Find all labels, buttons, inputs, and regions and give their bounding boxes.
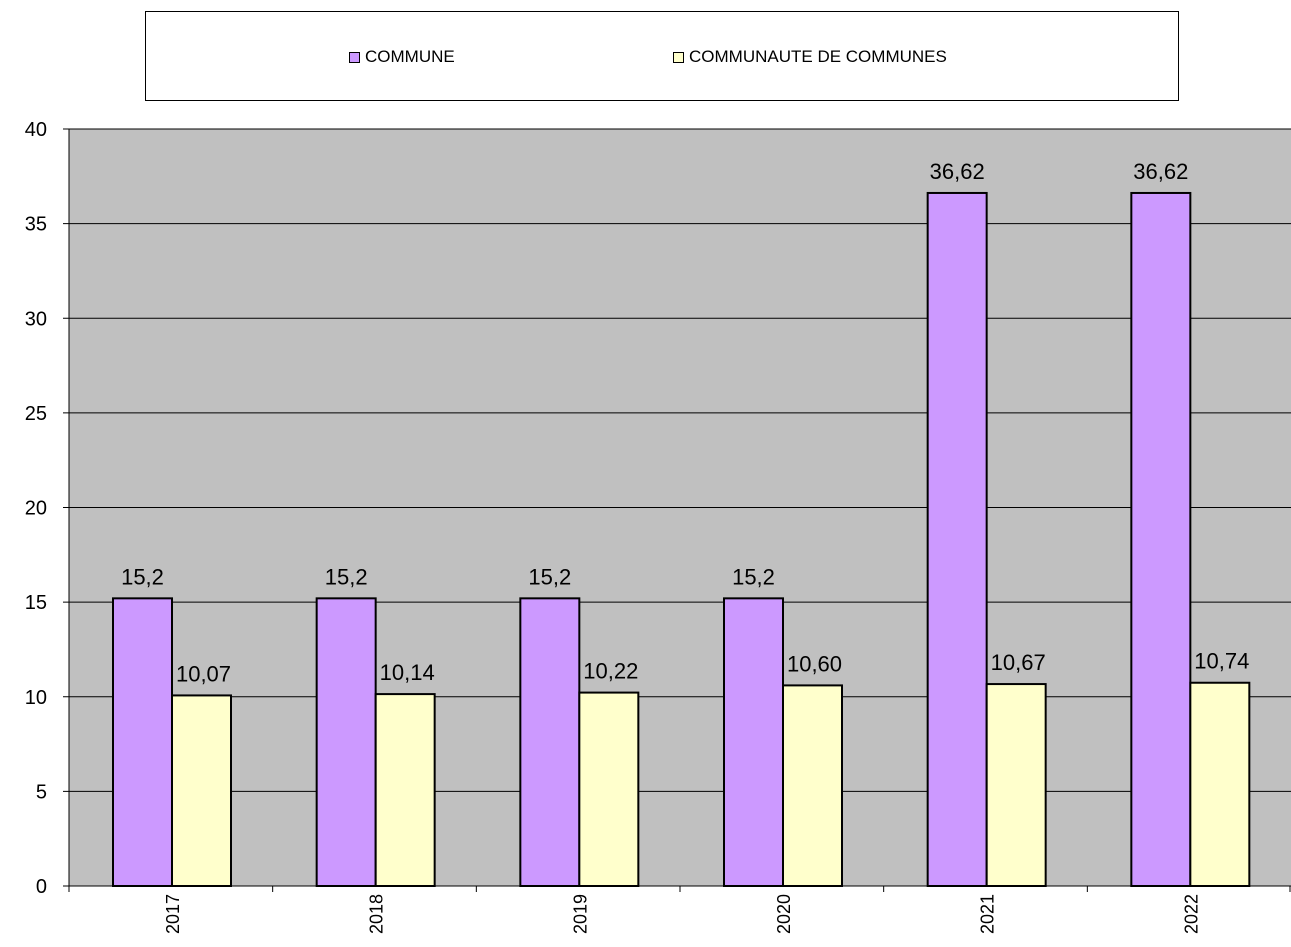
y-tick-label: 5 [36, 781, 47, 803]
legend-label-commune: COMMUNE [365, 47, 455, 66]
legend-swatch-commune [349, 51, 360, 63]
bar-commune-2022 [1130, 191, 1192, 888]
y-tick-label: 0 [36, 876, 47, 898]
bar-communaute-2020 [782, 684, 843, 888]
bar-communaute-2018 [374, 693, 436, 888]
y-tick-label: 30 [25, 308, 47, 330]
x-tick-label-2017: 2017 [163, 894, 183, 934]
data-label: 36,62 [1133, 159, 1188, 184]
data-label: 10,22 [583, 659, 638, 684]
y-tick-label: 25 [25, 403, 47, 425]
data-label: 15,2 [325, 564, 368, 589]
bar-commune-2021 [926, 191, 988, 888]
y-tick-label: 20 [25, 498, 47, 520]
data-label: 15,2 [732, 564, 775, 589]
bar-communaute-2022 [1189, 681, 1251, 887]
legend-swatch-communaute [673, 51, 684, 63]
x-tick-label-2019: 2019 [570, 894, 590, 934]
y-tick-label: 40 [25, 119, 47, 141]
legend-item-communaute: COMMUNAUTE DE COMMUNES [673, 47, 947, 67]
bar-communaute-2017 [171, 694, 232, 887]
data-label: 10,07 [176, 661, 231, 686]
data-label: 10,14 [380, 660, 435, 685]
data-label: 15,2 [528, 564, 571, 589]
bar-communaute-2019 [578, 691, 640, 887]
bar-commune-2017 [112, 597, 173, 888]
data-label: 10,67 [991, 650, 1046, 675]
data-label: 15,2 [121, 564, 164, 589]
y-tick-label: 10 [25, 687, 47, 709]
y-tick-label: 15 [25, 592, 47, 614]
bar-commune-2019 [519, 597, 581, 888]
data-label: 10,74 [1194, 649, 1249, 674]
x-tick-label-2020: 2020 [774, 894, 794, 934]
x-tick-label-2022: 2022 [1181, 894, 1201, 934]
x-tick-label-2021: 2021 [978, 894, 998, 934]
bar-commune-2020 [723, 597, 784, 888]
legend-label-communaute: COMMUNAUTE DE COMMUNES [689, 47, 947, 66]
data-label: 10,60 [787, 651, 842, 676]
chart-legend: COMMUNE COMMUNAUTE DE COMMUNES [145, 11, 1179, 101]
x-tick-label-2018: 2018 [367, 894, 387, 934]
data-label: 36,62 [930, 159, 985, 184]
y-tick-label: 35 [25, 214, 47, 236]
legend-item-commune: COMMUNE [349, 47, 455, 67]
bar-commune-2018 [315, 597, 377, 888]
bar-communaute-2021 [985, 683, 1047, 887]
